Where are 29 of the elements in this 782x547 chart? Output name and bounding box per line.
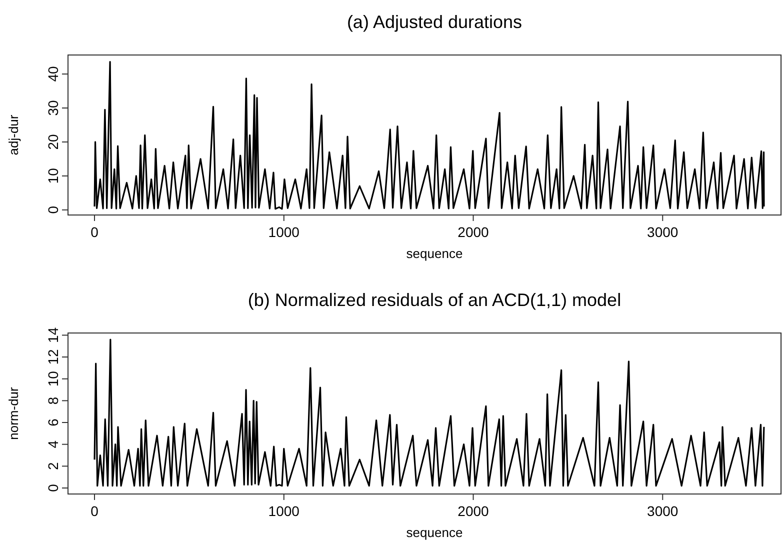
- y-tick-label: 20: [45, 134, 61, 150]
- line-series: [94, 60, 765, 210]
- y-tick-label: 0: [45, 206, 61, 214]
- y-tick-label: 10: [45, 370, 61, 387]
- y-tick-label: 0: [45, 484, 61, 492]
- chart-title: (a) Adjusted durations: [346, 12, 522, 32]
- y-tick-label: 30: [45, 100, 61, 116]
- y-tick-label: 40: [45, 66, 61, 82]
- x-tick-label: 3000: [647, 224, 678, 240]
- x-axis-title: sequence: [406, 525, 463, 540]
- x-axis-title: sequence: [406, 246, 463, 261]
- x-tick-label: 1000: [268, 224, 300, 240]
- x-tick-label: 1000: [268, 503, 300, 519]
- y-tick-label: 8: [45, 396, 61, 405]
- y-tick-label: 14: [45, 327, 61, 343]
- x-tick-label: 0: [90, 224, 99, 240]
- x-tick-label: 3000: [647, 503, 678, 519]
- x-tick-label: 0: [90, 503, 99, 519]
- y-axis-title: norm-dur: [6, 386, 21, 440]
- chart-title: (b) Normalized residuals of an ACD(1,1) model: [248, 290, 622, 310]
- y-tick-label: 10: [45, 168, 61, 184]
- y-tick-label: 4: [45, 440, 61, 448]
- line-series: [94, 338, 765, 487]
- x-tick-label: 2000: [458, 224, 490, 240]
- y-tick-label: 12: [45, 349, 61, 365]
- y-tick-label: 6: [45, 418, 61, 426]
- y-axis-title: adj-dur: [6, 114, 21, 156]
- x-tick-label: 2000: [458, 503, 490, 519]
- y-tick-label: 2: [45, 462, 61, 470]
